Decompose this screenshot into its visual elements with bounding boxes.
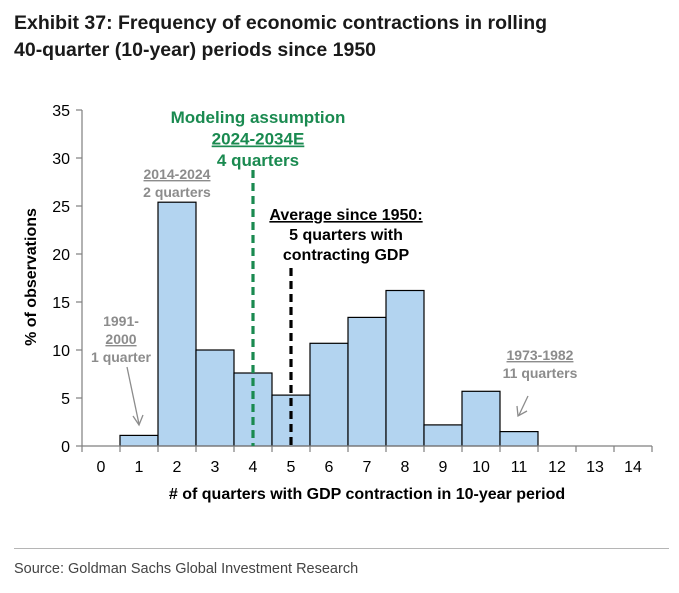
y-tick-label: 0 <box>61 439 70 456</box>
x-tick-label: 1 <box>135 459 144 476</box>
bar-8 <box>385 289 425 447</box>
y-tick-label: 15 <box>52 295 70 312</box>
x-tick-label: 9 <box>439 459 448 476</box>
bar-11 <box>499 431 539 447</box>
modeling-assumption-note-line: 4 quarters <box>217 151 299 170</box>
note-2014-2024-line: 2 quarters <box>143 184 211 200</box>
x-tick-label: 6 <box>325 459 334 476</box>
x-tick-label: 5 <box>287 459 296 476</box>
average-note-line: contracting GDP <box>283 247 410 264</box>
y-tick-label: 25 <box>52 199 70 216</box>
title-line-2: 40-quarter (10-year) periods since 1950 <box>14 39 377 61</box>
source-note: Source: Goldman Sachs Global Investment … <box>14 561 359 577</box>
x-tick-label: 2 <box>173 459 182 476</box>
modeling-assumption-note: Modeling assumption 2024-2034E 4 quarters <box>171 108 346 170</box>
bar-9 <box>423 424 463 447</box>
y-tick-label: 20 <box>52 247 70 264</box>
modeling-assumption-note-line: 2024-2034E <box>212 130 305 149</box>
bar-10 <box>461 390 501 447</box>
note-1973-1982: 1973-1982 11 quarters <box>503 347 578 381</box>
note-1991-2000-line: 1 quarter <box>91 349 151 365</box>
y-axis-label: % of observations <box>23 208 40 346</box>
footer-divider <box>14 548 669 549</box>
y-tick-label: 5 <box>61 391 70 408</box>
axes-group <box>76 109 653 452</box>
exhibit-title: Exhibit 37: Frequency of economic contra… <box>14 10 664 64</box>
average-note-line: 5 quarters with <box>289 227 403 244</box>
y-tick-label: 35 <box>52 103 70 120</box>
average-note-line: Average since 1950: <box>269 207 422 224</box>
x-tick-label: 13 <box>586 459 604 476</box>
note-2014-2024-line: 2014-2024 <box>144 166 211 182</box>
y-tick-label: 10 <box>52 343 70 360</box>
note-1991-2000-line: 1991- <box>103 313 139 329</box>
note-2014-2024: 2014-2024 2 quarters <box>143 166 211 200</box>
note-1991-2000: 1991- 2000 1 quarter <box>91 313 151 365</box>
bar-6 <box>309 342 349 447</box>
modeling-assumption-note-line: Modeling assumption <box>171 108 346 127</box>
note-1991-2000-line: 2000 <box>105 331 136 347</box>
bar-7 <box>347 316 387 447</box>
y-tick-label: 30 <box>52 151 70 168</box>
x-tick-label: 4 <box>249 459 258 476</box>
note-1973-1982-line: 11 quarters <box>503 365 578 381</box>
reference-lines-group <box>251 170 293 446</box>
title-line-1: Exhibit 37: Frequency of economic contra… <box>14 12 548 34</box>
bar-1 <box>119 434 159 447</box>
average-note: Average since 1950: 5 quarters with contra… <box>269 207 422 264</box>
bar-3 <box>195 349 235 447</box>
x-tick-label: 14 <box>624 459 642 476</box>
x-tick-label: 3 <box>211 459 220 476</box>
annotations-group: Modeling assumption 2024-2034E 4 quarters A… <box>91 108 578 427</box>
note-1973-1982-line: 1973-1982 <box>507 347 574 363</box>
arrow-1973-1982 <box>516 395 529 418</box>
x-tick-label: 12 <box>548 459 566 476</box>
arrow-1991-2000 <box>126 366 144 427</box>
bar-2 <box>157 201 197 447</box>
x-tick-label: 8 <box>401 459 410 476</box>
x-tick-label: 0 <box>97 459 106 476</box>
x-axis-label: # of quarters with GDP contraction in 10… <box>169 486 565 503</box>
bar-group <box>119 201 539 447</box>
x-tick-label: 10 <box>472 459 490 476</box>
x-tick-label: 7 <box>363 459 372 476</box>
x-tick-label: 11 <box>511 459 528 476</box>
